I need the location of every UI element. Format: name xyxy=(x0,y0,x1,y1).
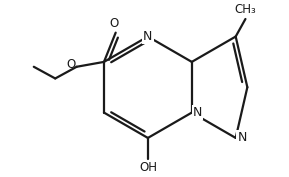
Text: N: N xyxy=(238,132,247,144)
Text: OH: OH xyxy=(139,161,157,174)
Text: N: N xyxy=(143,30,153,43)
Text: N: N xyxy=(193,106,202,119)
Text: O: O xyxy=(109,17,118,30)
Text: CH₃: CH₃ xyxy=(235,3,256,16)
Text: O: O xyxy=(66,58,76,71)
